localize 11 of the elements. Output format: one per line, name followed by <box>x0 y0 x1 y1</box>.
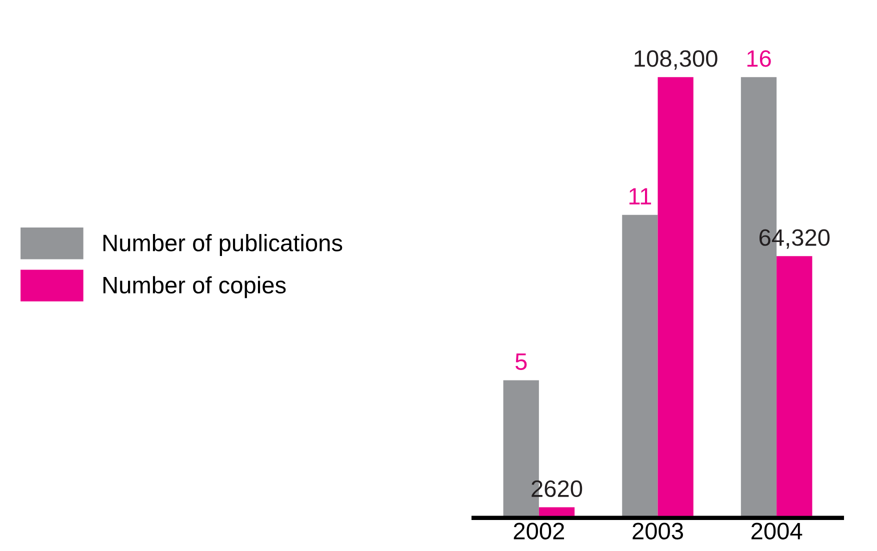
data-label: 2620 <box>532 480 582 498</box>
x-tick-label: 2004 <box>751 522 802 540</box>
data-label: 11 <box>629 188 652 204</box>
data-label: 5 <box>515 353 527 370</box>
legend-label: Number of copies <box>103 276 286 298</box>
x-tick-label: 2003 <box>632 522 683 540</box>
data-label: 108,300 <box>634 50 718 70</box>
data-label: 16 <box>747 50 771 67</box>
legend-label: Number of publications <box>103 234 342 256</box>
data-label: 64,320 <box>759 229 830 249</box>
x-tick-label: 2002 <box>514 522 564 540</box>
